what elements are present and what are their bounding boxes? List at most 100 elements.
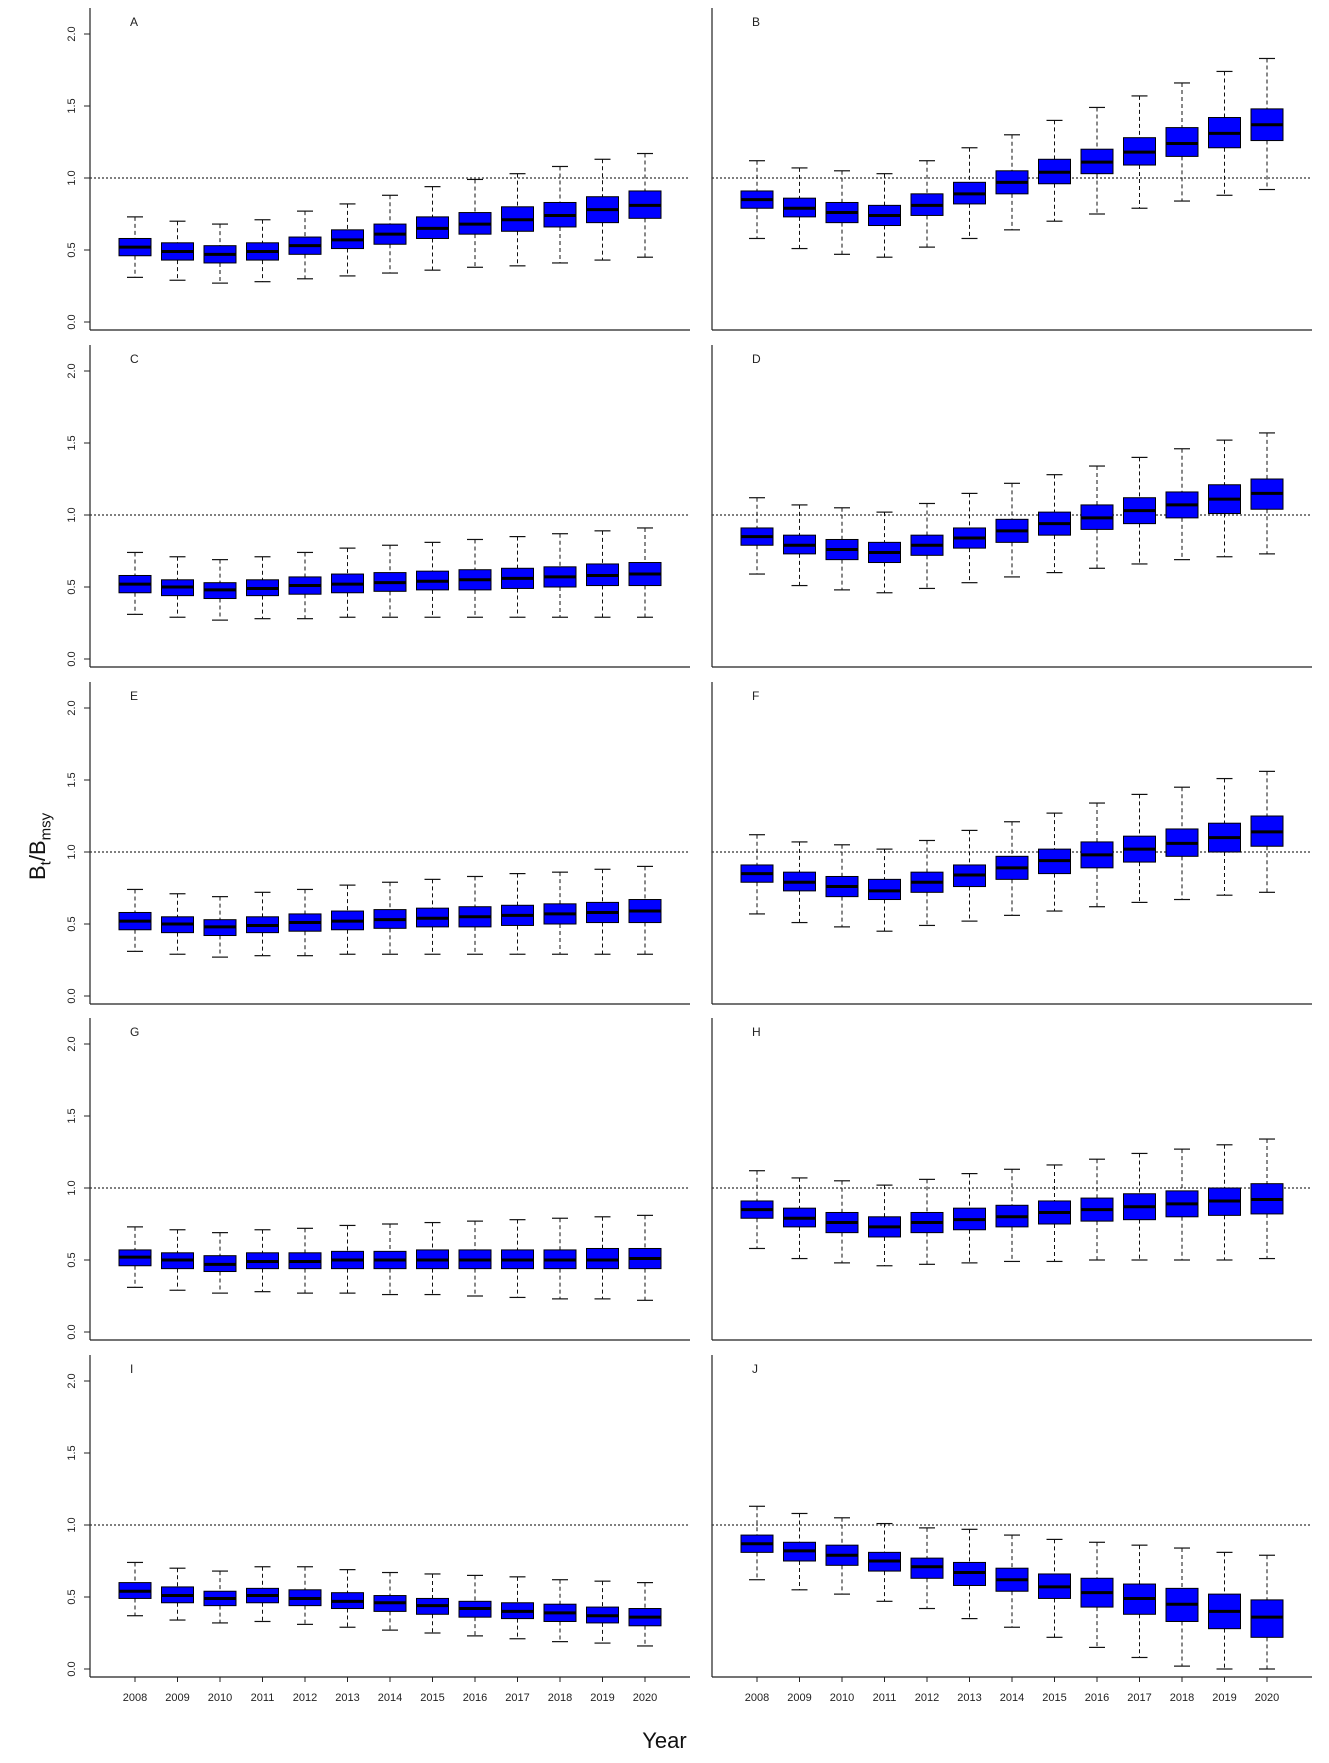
box-2010: 2010	[825, 1517, 859, 1704]
box-2016	[458, 538, 492, 618]
x-tick-label: 2017	[505, 1692, 529, 1704]
panel-f: F	[711, 682, 1312, 1005]
y-tick-label: 0.5	[66, 1252, 78, 1267]
box-2011	[868, 511, 901, 594]
box-2014	[373, 194, 407, 274]
box-2018	[1165, 82, 1199, 202]
panel-j: J 2008 2009 2010 2011 2012 2013 2014 2015 2016 201…	[711, 1355, 1312, 1704]
box-2020: 2020	[628, 1581, 662, 1704]
box-2011	[868, 1184, 901, 1267]
x-tick-label: 2016	[463, 1692, 487, 1704]
box-2017	[1123, 456, 1156, 565]
y-tick-label: 1.0	[66, 170, 78, 185]
y-tick-label: 0.5	[66, 1589, 78, 1604]
box-2016	[458, 1220, 492, 1297]
box-2009	[161, 220, 194, 281]
box-2014	[995, 482, 1029, 578]
box-2008: 2008	[118, 1561, 152, 1704]
box-2017	[1123, 95, 1156, 209]
box-2019	[1208, 1144, 1241, 1261]
box-2012	[910, 839, 944, 927]
box-2018: 2018	[1165, 1547, 1199, 1704]
box-2009	[783, 167, 816, 250]
box-2017	[501, 173, 534, 267]
x-tick-label: 2016	[1085, 1692, 1109, 1704]
box-2012	[288, 551, 322, 620]
y-tick-label: 2.0	[66, 26, 78, 41]
y-axis-label: Bt/Bmsy	[25, 812, 55, 880]
box-2016: 2016	[458, 1574, 492, 1704]
box-2020	[1250, 1138, 1284, 1260]
box-2015	[1038, 119, 1071, 222]
box-2011: 2011	[868, 1522, 901, 1704]
box-2010	[203, 896, 237, 958]
box-2019	[586, 868, 619, 955]
y-tick-label: 1.0	[66, 844, 78, 859]
panel-label: B	[752, 15, 760, 29]
box-2016	[1080, 465, 1114, 569]
box-2019	[1208, 70, 1241, 196]
box-2015: 2015	[416, 1573, 449, 1704]
box-2014	[995, 134, 1029, 231]
box-2015	[416, 186, 449, 271]
box-2019	[586, 1216, 619, 1300]
box-2016	[458, 875, 492, 955]
panel-label: D	[752, 352, 761, 366]
y-tick-label: 1.0	[66, 507, 78, 522]
box-2016	[1080, 802, 1114, 908]
box-2015	[416, 541, 449, 618]
box-2014	[373, 544, 407, 618]
box-2012: 2012	[288, 1566, 322, 1704]
box-2014: 2014	[373, 1571, 407, 1704]
box-2011	[868, 173, 901, 258]
box-2009	[161, 556, 194, 618]
box-2012	[288, 210, 322, 280]
panel-d: D	[711, 345, 1312, 668]
box-2020	[628, 865, 662, 955]
box-2012	[910, 1178, 944, 1265]
box-2009	[783, 1177, 816, 1260]
box-2015	[416, 1221, 449, 1296]
box-2011	[246, 891, 279, 957]
box-2018: 2018	[543, 1579, 577, 1704]
x-tick-label: 2014	[378, 1692, 402, 1704]
box-2015	[416, 878, 449, 955]
x-tick-label: 2013	[335, 1692, 359, 1704]
box-2010	[203, 1232, 237, 1294]
x-tick-label: 2020	[1255, 1692, 1279, 1704]
x-tick-label: 2020	[633, 1692, 657, 1704]
box-2017	[501, 1219, 534, 1299]
box-2017	[1123, 793, 1156, 904]
x-tick-label: 2012	[293, 1692, 317, 1704]
y-tick-label: 0.0	[66, 651, 78, 666]
box-2009	[161, 893, 194, 955]
box-2010	[825, 1180, 859, 1264]
box-2015	[1038, 1164, 1071, 1263]
box-2018	[1165, 1148, 1199, 1261]
y-tick-label: 0.0	[66, 1661, 78, 1676]
box-2019	[1208, 439, 1241, 558]
box-2014	[995, 821, 1029, 916]
y-tick-label: 2.0	[66, 363, 78, 378]
box-2018	[1165, 448, 1199, 561]
box-2013: 2013	[953, 1528, 986, 1704]
box-2020	[1250, 770, 1284, 893]
box-2008	[118, 888, 152, 952]
x-tick-label: 2011	[251, 1692, 275, 1704]
panel-label: F	[752, 689, 759, 703]
panel-label: H	[752, 1025, 761, 1039]
x-tick-label: 2017	[1127, 1692, 1151, 1704]
box-2020	[628, 1214, 662, 1301]
box-2019: 2019	[586, 1580, 619, 1704]
box-2009	[783, 841, 816, 924]
box-2014	[373, 1223, 407, 1296]
box-2012	[288, 888, 322, 957]
box-2011	[246, 556, 279, 620]
box-2013	[953, 147, 986, 240]
box-2019	[586, 158, 619, 261]
y-tick-label: 1.5	[66, 772, 78, 787]
panel-label: C	[130, 352, 139, 366]
box-2010	[203, 223, 237, 284]
box-2016	[1080, 1158, 1114, 1261]
